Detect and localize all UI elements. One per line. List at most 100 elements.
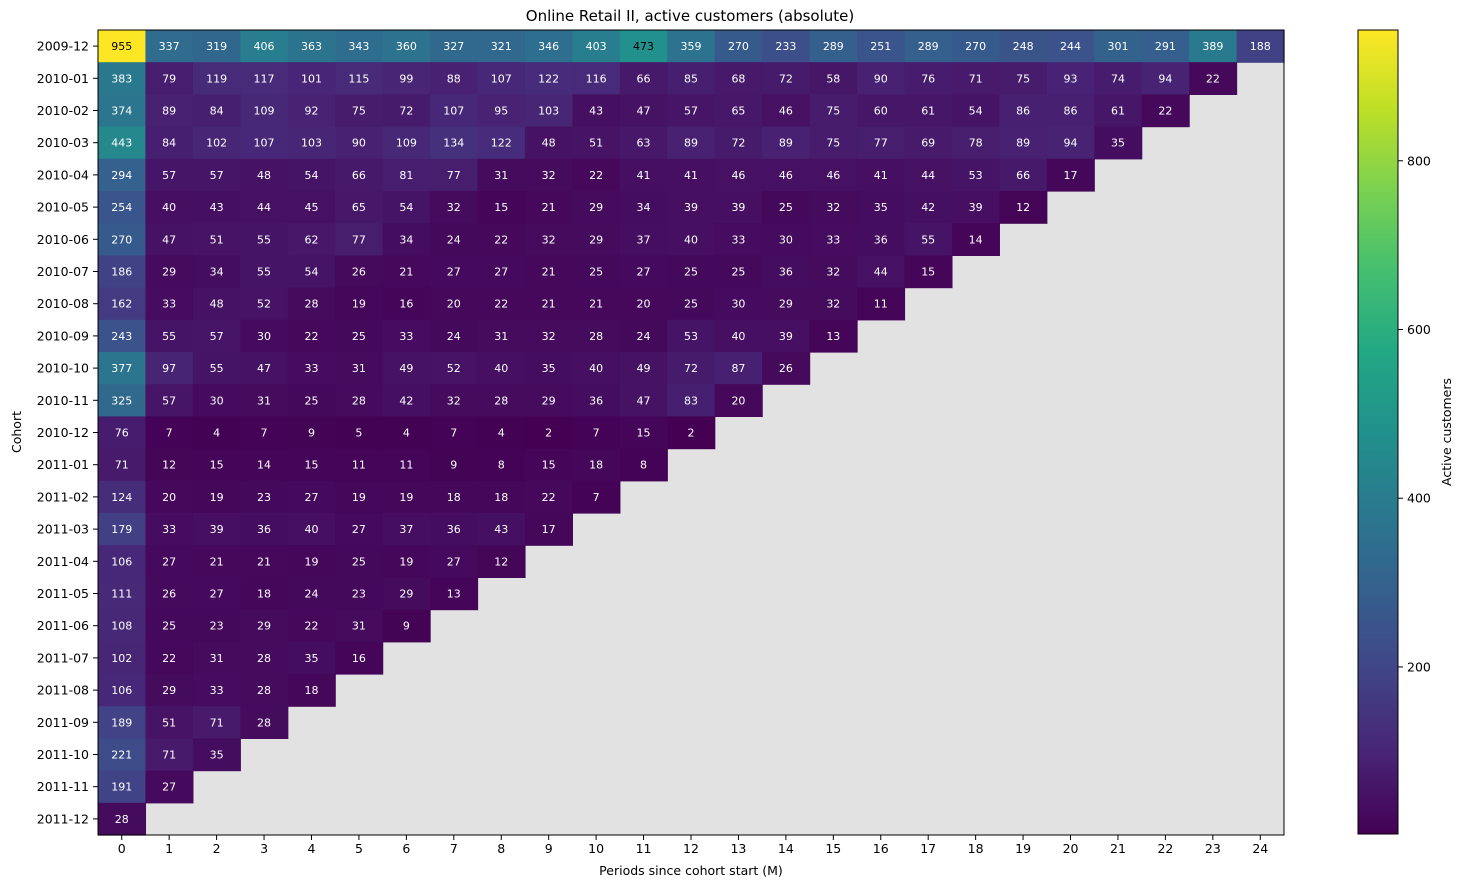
cell-value-label: 4 bbox=[498, 427, 505, 440]
cell-value-label: 270 bbox=[728, 40, 749, 53]
cell-value-label: 22 bbox=[494, 298, 508, 311]
heatmap-cell bbox=[335, 191, 384, 224]
cell-value-label: 57 bbox=[210, 330, 224, 343]
cell-value-label: 21 bbox=[257, 555, 271, 568]
heatmap-cell bbox=[572, 94, 621, 128]
cell-value-label: 57 bbox=[162, 394, 176, 407]
cell-value-label: 9 bbox=[450, 459, 457, 472]
heatmap-cell bbox=[335, 352, 384, 385]
heatmap-cell bbox=[98, 158, 147, 192]
heatmap-cell bbox=[857, 191, 906, 224]
cell-value-label: 243 bbox=[111, 330, 132, 343]
heatmap-cell bbox=[714, 126, 763, 160]
cell-value-label: 18 bbox=[494, 491, 508, 504]
cell-value-label: 32 bbox=[826, 298, 840, 311]
heatmap-cell bbox=[524, 480, 573, 514]
cell-value-label: 62 bbox=[304, 233, 318, 246]
heatmap-cell bbox=[762, 62, 811, 95]
heatmap-cell bbox=[1046, 62, 1095, 95]
heatmap-cell bbox=[714, 30, 763, 63]
cell-value-label: 383 bbox=[111, 72, 132, 85]
heatmap-cell bbox=[98, 191, 147, 224]
cell-value-label: 9 bbox=[403, 620, 410, 633]
heatmap-cell bbox=[192, 158, 241, 192]
cell-value-label: 134 bbox=[443, 137, 464, 150]
y-tick-label: 2011-08 bbox=[37, 683, 89, 698]
heatmap-cell bbox=[762, 191, 811, 224]
cell-value-label: 102 bbox=[206, 137, 227, 150]
heatmap-cell bbox=[572, 416, 621, 450]
x-axis-ticks: 0 1 2 3 4 5 6 7 8 9 10 11 12 13 14 15 16 17 18 19 20 21 22 23 24 bbox=[118, 835, 1268, 856]
heatmap-cell bbox=[145, 674, 194, 707]
heatmap-cell bbox=[619, 255, 668, 289]
cell-value-label: 233 bbox=[775, 40, 796, 53]
heatmap-cell bbox=[667, 94, 716, 128]
cell-value-label: 244 bbox=[1060, 40, 1081, 53]
heatmap-cell bbox=[619, 384, 668, 417]
heatmap-cell bbox=[335, 577, 384, 611]
cell-value-label: 12 bbox=[494, 555, 508, 568]
cell-value-label: 29 bbox=[779, 298, 793, 311]
cell-value-label: 11 bbox=[399, 459, 413, 472]
heatmap-cell bbox=[477, 287, 526, 321]
cell-value-label: 179 bbox=[111, 523, 132, 536]
cell-value-label: 89 bbox=[1016, 137, 1030, 150]
cell-value-label: 389 bbox=[1202, 40, 1223, 53]
heatmap-cell bbox=[335, 416, 384, 450]
heatmap-cell bbox=[572, 255, 621, 289]
heatmap-cell bbox=[240, 674, 289, 707]
x-tick-label: 15 bbox=[825, 841, 841, 856]
cell-value-label: 107 bbox=[443, 105, 464, 118]
heatmap-cell bbox=[762, 223, 811, 256]
cell-value-label: 27 bbox=[637, 266, 651, 279]
cell-value-label: 72 bbox=[399, 105, 413, 118]
heatmap-cell bbox=[335, 223, 384, 256]
cell-value-label: 377 bbox=[111, 362, 132, 375]
heatmap-cell bbox=[1141, 30, 1190, 63]
heatmap-cell bbox=[430, 513, 479, 546]
heatmap-cell bbox=[572, 319, 621, 353]
heatmap-cell bbox=[98, 770, 147, 804]
heatmap-cell bbox=[382, 62, 431, 95]
heatmap-cell bbox=[857, 126, 906, 160]
cell-value-label: 33 bbox=[826, 233, 840, 246]
cell-value-label: 374 bbox=[111, 105, 132, 118]
heatmap-cell bbox=[904, 191, 953, 224]
cell-value-label: 33 bbox=[162, 523, 176, 536]
cell-value-label: 25 bbox=[304, 394, 318, 407]
heatmap-cell bbox=[98, 319, 147, 353]
cell-value-label: 23 bbox=[352, 588, 366, 601]
cell-value-label: 124 bbox=[111, 491, 132, 504]
y-tick-label: 2011-12 bbox=[37, 811, 89, 826]
heatmap-cell bbox=[809, 30, 858, 63]
cell-value-label: 55 bbox=[257, 266, 271, 279]
heatmap-cell bbox=[98, 126, 147, 160]
heatmap-cell bbox=[240, 30, 289, 63]
heatmap-cell bbox=[335, 384, 384, 417]
cell-value-label: 66 bbox=[637, 72, 651, 85]
heatmap-cell bbox=[287, 158, 336, 192]
heatmap-cell bbox=[477, 126, 526, 160]
cell-value-label: 47 bbox=[162, 233, 176, 246]
cell-value-label: 9 bbox=[308, 427, 315, 440]
cell-value-label: 26 bbox=[352, 266, 366, 279]
colorbar-ticks: 200 400 600 800 bbox=[1398, 153, 1431, 674]
x-tick-label: 3 bbox=[260, 841, 268, 856]
heatmap-cell bbox=[145, 770, 194, 804]
cell-value-label: 27 bbox=[447, 555, 461, 568]
cell-value-label: 49 bbox=[637, 362, 651, 375]
cell-value-label: 53 bbox=[684, 330, 698, 343]
heatmap-cell bbox=[287, 674, 336, 707]
heatmap-cell bbox=[287, 94, 336, 128]
cell-value-label: 61 bbox=[921, 105, 935, 118]
heatmap-cell bbox=[477, 94, 526, 128]
heatmap-cell bbox=[619, 287, 668, 321]
cell-value-label: 254 bbox=[111, 201, 132, 214]
heatmap-cell bbox=[240, 448, 289, 482]
heatmap-cell bbox=[619, 30, 668, 63]
cell-value-label: 443 bbox=[111, 137, 132, 150]
heatmap-cell bbox=[145, 158, 194, 192]
cell-value-label: 86 bbox=[1064, 105, 1078, 118]
cell-value-label: 119 bbox=[206, 72, 227, 85]
heatmap-cell bbox=[145, 126, 194, 160]
